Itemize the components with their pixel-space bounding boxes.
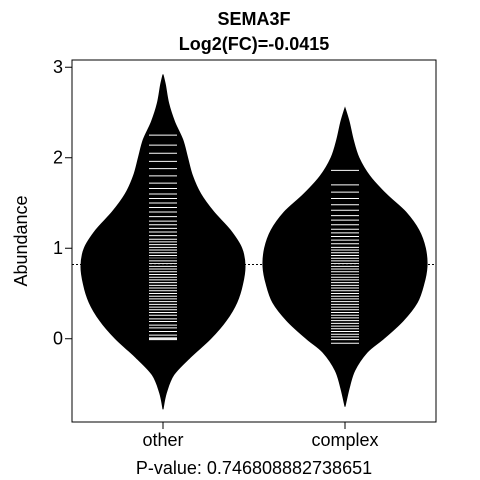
bean-shape-complex <box>262 106 428 407</box>
x-tick-label-other: other <box>142 430 183 450</box>
y-axis-label: Abundance <box>11 195 31 286</box>
y-axis: 0 1 2 3 <box>53 57 72 349</box>
x-axis: other complex <box>142 422 379 450</box>
plot-frame <box>71 59 437 423</box>
beans-layer <box>72 74 436 410</box>
x-axis-label: P-value: 0.746808882738651 <box>136 458 372 478</box>
chart-title: SEMA3F <box>217 9 290 29</box>
chart-subtitle: Log2(FC)=-0.0415 <box>179 34 330 54</box>
bean-complex <box>262 106 428 407</box>
y-tick-label: 0 <box>53 329 63 349</box>
bean-other <box>80 74 246 410</box>
y-tick-label: 1 <box>53 238 63 258</box>
y-tick-label: 3 <box>53 57 63 77</box>
y-tick-label: 2 <box>53 148 63 168</box>
x-tick-label-complex: complex <box>311 430 378 450</box>
